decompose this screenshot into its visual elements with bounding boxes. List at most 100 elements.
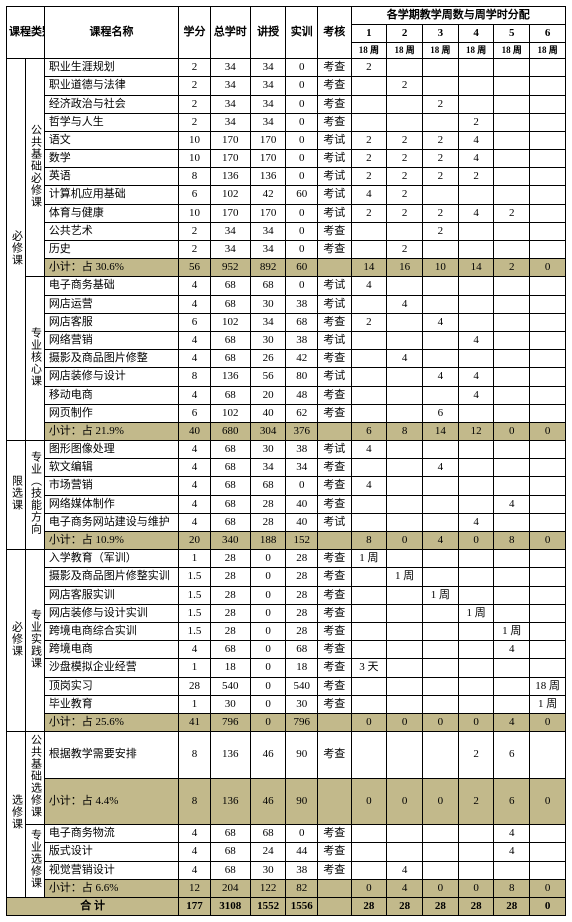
cell: 0 (250, 695, 286, 713)
cell: 0 (458, 532, 494, 550)
category-inner: 专业选修课 (25, 825, 44, 898)
cell: 0 (286, 59, 318, 77)
cell (423, 695, 459, 713)
course-name: 入学教育（军训） (44, 550, 178, 568)
cell: 4 (351, 277, 387, 295)
cell (530, 59, 566, 77)
cell: 30 (250, 331, 286, 349)
cell: 考查 (317, 386, 351, 404)
cell: 2 (351, 204, 387, 222)
cell: 2 (179, 95, 211, 113)
cell: 考试 (317, 331, 351, 349)
grand-total-row: 合 计17731081552155628282828280 (7, 898, 566, 916)
cell (494, 277, 530, 295)
cell: 2 (351, 150, 387, 168)
course-name: 网店客服实训 (44, 586, 178, 604)
cell (494, 186, 530, 204)
cell (351, 386, 387, 404)
cell: 10 (179, 204, 211, 222)
cell: 10 (179, 131, 211, 149)
cell: 0 (423, 778, 459, 825)
cell (387, 368, 423, 386)
hdr-w2: 18 周 (387, 43, 423, 59)
cell: 12 (458, 422, 494, 440)
table-row: 哲学与人生234340考查2 (7, 113, 566, 131)
cell: 68 (250, 825, 286, 843)
grand-total-label: 合 计 (7, 898, 179, 916)
course-name: 电子商务基础 (44, 277, 178, 295)
cell (494, 131, 530, 149)
table-row: 跨境电商综合实训1.528028考查1 周 (7, 622, 566, 640)
cell: 136 (210, 732, 250, 779)
cell (530, 186, 566, 204)
table-row: 市场营销468680考查4 (7, 477, 566, 495)
table-row: 视觉营销设计4683038考查4 (7, 861, 566, 879)
cell: 4 (423, 459, 459, 477)
cell: 2 (458, 113, 494, 131)
cell: 18 (286, 659, 318, 677)
cell (423, 513, 459, 531)
cell (387, 843, 423, 861)
cell: 540 (210, 677, 250, 695)
cell (387, 622, 423, 640)
cell: 考试 (317, 168, 351, 186)
cell: 10 (179, 150, 211, 168)
hdr-distribution: 各学期教学周数与周学时分配 (351, 7, 565, 25)
cell: 680 (210, 422, 250, 440)
cell: 68 (210, 843, 250, 861)
cell: 0 (250, 713, 286, 731)
course-name: 小计：占 25.6% (44, 713, 178, 731)
hdr-assess: 考核 (317, 7, 351, 59)
cell: 68 (210, 331, 250, 349)
table-row: 电子商务网站建设与维护4682840考试4 (7, 513, 566, 531)
cell: 46 (250, 778, 286, 825)
cell: 4 (179, 350, 211, 368)
table-row: 限选课专业（技能方向图形图像处理4683038考试4 (7, 441, 566, 459)
cell (317, 879, 351, 897)
course-name: 图形图像处理 (44, 441, 178, 459)
cell: 2 (423, 168, 459, 186)
category-inner: 公共基础必修课 (25, 59, 44, 277)
cell (530, 604, 566, 622)
cell (494, 241, 530, 259)
table-row: 网页制作61024062考查6 (7, 404, 566, 422)
cell (423, 113, 459, 131)
cell: 68 (286, 641, 318, 659)
cell (351, 295, 387, 313)
cell: 28 (286, 586, 318, 604)
cell (530, 659, 566, 677)
cell: 170 (250, 131, 286, 149)
course-name: 职业道德与法律 (44, 77, 178, 95)
cell (387, 404, 423, 422)
cell: 34 (210, 59, 250, 77)
cell: 1.5 (179, 604, 211, 622)
cell: 2 (423, 95, 459, 113)
cell: 4 (179, 459, 211, 477)
cell: 0 (530, 778, 566, 825)
cell (423, 825, 459, 843)
cell: 考试 (317, 441, 351, 459)
cell (458, 641, 494, 659)
cell: 0 (530, 532, 566, 550)
cell: 122 (250, 879, 286, 897)
cell: 34 (210, 77, 250, 95)
cell: 68 (210, 477, 250, 495)
cell (530, 825, 566, 843)
course-name: 毕业教育 (44, 695, 178, 713)
cell (423, 186, 459, 204)
course-name: 跨境电商 (44, 641, 178, 659)
cell: 90 (286, 778, 318, 825)
cell: 376 (286, 422, 318, 440)
cell (494, 168, 530, 186)
cell (387, 441, 423, 459)
cell (387, 95, 423, 113)
cell: 68 (210, 495, 250, 513)
course-name: 摄影及商品图片修整 (44, 350, 178, 368)
cell: 考试 (317, 131, 351, 149)
cell (317, 259, 351, 277)
cell: 0 (494, 422, 530, 440)
cell: 34 (250, 313, 286, 331)
cell: 18 周 (530, 677, 566, 695)
cell (494, 586, 530, 604)
cell: 1.5 (179, 622, 211, 640)
